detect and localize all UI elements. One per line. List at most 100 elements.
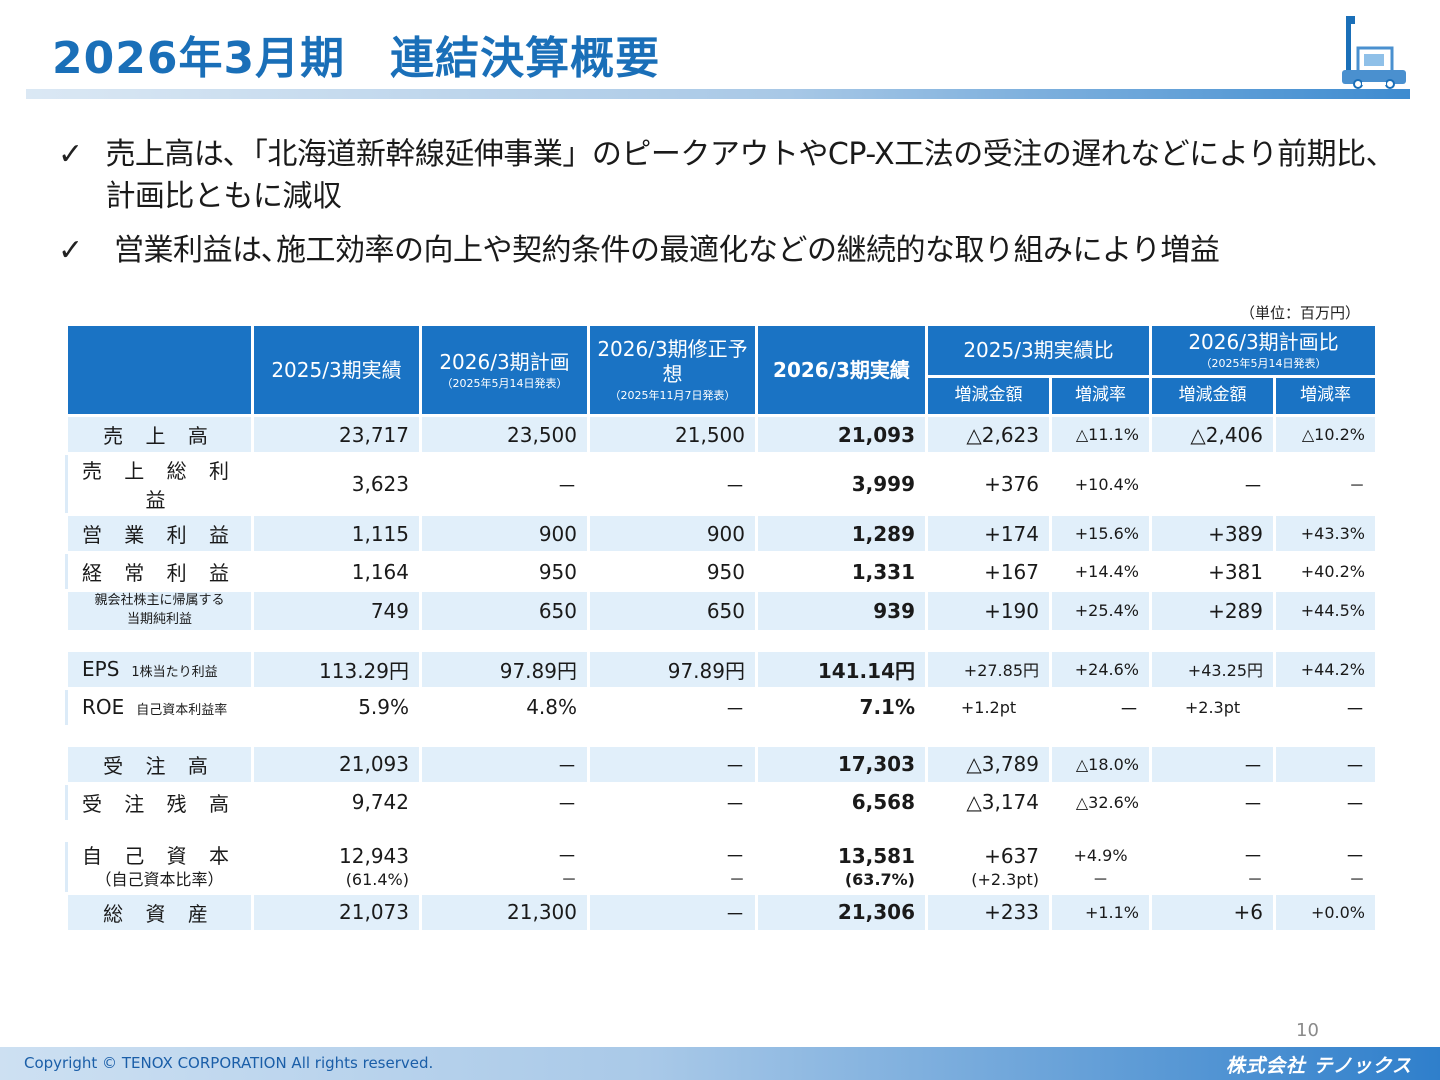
header-revised: 2026/3期修正予想 （2025年11月7日発表） — [587, 323, 758, 417]
cell-actual: 13,581 (63.7%) — [755, 838, 928, 895]
footer-bar: Copyright © TENOX CORPORATION All rights… — [0, 1047, 1440, 1080]
title-underline — [26, 89, 1410, 99]
cell-diff-prev: +174 — [925, 513, 1052, 554]
cell-plan: 950 — [419, 551, 590, 592]
cell-diff-plan: －－ — [1149, 838, 1276, 895]
table-row-ordinary-profit: 経 常 利 益 1,164 950 950 1,331 +167 +14.4% … — [65, 551, 1378, 592]
cell-revised: 97.89円 — [587, 648, 758, 690]
spacer-cell — [66, 821, 1377, 841]
cell-diff-prev: +167 — [925, 551, 1052, 592]
cell-plan: 21,300 — [419, 891, 590, 933]
cell-diff-prev: +27.85円 — [925, 648, 1052, 690]
cell-rate-prev: +10.4% — [1049, 452, 1152, 516]
cell-rate-prev: △18.0% — [1049, 743, 1152, 785]
cell-plan: － — [419, 743, 590, 785]
cell-value: +4.9% — [1073, 845, 1128, 865]
cell-diff-plan: +2.3pt — [1149, 686, 1276, 728]
cell-actual: 141.14円 — [755, 648, 928, 690]
page-title: 2026年3月期 連結決算概要 — [52, 33, 661, 84]
cell-rate-plan: － — [1273, 686, 1378, 728]
page-number: 10 — [1296, 1020, 1319, 1041]
bullet-item: ✓ 売上高は､「北海道新幹線延伸事業」のピークアウトやCP-X工法の受注の遅れな… — [58, 134, 1398, 218]
cell-actual: 1,331 — [755, 551, 928, 592]
cell-diff-plan: △2,406 — [1149, 414, 1276, 455]
cell-diff-plan: － — [1149, 781, 1276, 823]
summary-bullets: ✓ 売上高は､「北海道新幹線延伸事業」のピークアウトやCP-X工法の受注の遅れな… — [58, 134, 1398, 284]
table-row-sales: 売 上 高 23,717 23,500 21,500 21,093 △2,623… — [65, 414, 1378, 455]
row-label-main: 自 己 資 本 — [81, 843, 238, 868]
table-row-total-assets: 総 資 産 21,073 21,300 － 21,306 +233 +1.1% … — [65, 891, 1378, 933]
cell-diff-prev: △3,789 — [925, 743, 1052, 785]
cell-plan: 650 — [419, 589, 590, 633]
header-plan-label: 2026/3期計画 — [439, 349, 570, 374]
cell-rate-prev: +25.4% — [1049, 589, 1152, 633]
cell-rate-plan: －－ — [1273, 838, 1378, 895]
bullet-text: 営業利益は､施工効率の向上や契約条件の最適化などの継続的な取り組みにより増益 — [114, 233, 1220, 268]
table-row-gross-profit: 売 上 総 利 益 3,623 － － 3,999 +376 +10.4% － … — [65, 452, 1378, 516]
cell-value: 12,943 — [339, 843, 409, 868]
header-actual: 2026/3期実績 — [755, 323, 928, 417]
cell-plan: 97.89円 — [419, 648, 590, 690]
table-row-equity: 自 己 資 本（自己資本比率） 12,943 (61.4%) －－ －－ 13,5… — [65, 838, 1378, 895]
spacer-cell — [66, 726, 1377, 746]
cell-rate-prev: +24.6% — [1049, 648, 1152, 690]
cell-revised: － — [587, 891, 758, 933]
cell-rate-plan: △10.2% — [1273, 414, 1378, 455]
cell-plan: 900 — [419, 513, 590, 554]
table-row-order-backlog: 受 注 残 高 9,742 － － 6,568 △3,174 △32.6% － … — [65, 781, 1378, 823]
cell-plan: － — [419, 781, 590, 823]
row-label-line: 親会社株主に帰属する — [94, 593, 225, 608]
cell-rate-prev: +14.4% — [1049, 551, 1152, 592]
cell-diff-prev: +637 (+2.3pt) — [925, 838, 1052, 895]
header-diff-amount: 増減金額 — [1149, 375, 1276, 417]
cell-plan: 23,500 — [419, 414, 590, 455]
header-vs-plan-label: 2026/3期計画比 — [1188, 330, 1339, 355]
cell-prev: 5.9% — [251, 686, 422, 728]
cell-rate-prev: － — [1049, 686, 1152, 728]
cell-sub-value: － — [560, 869, 577, 889]
cell-diff-prev: △3,174 — [925, 781, 1052, 823]
cell-diff-plan: － — [1149, 743, 1276, 785]
cell-sub-value: － — [1092, 869, 1109, 889]
cell-sub-value: (63.7%) — [844, 869, 915, 889]
cell-plan: － — [419, 452, 590, 516]
cell-prev: 3,623 — [251, 452, 422, 516]
cell-revised: － — [587, 781, 758, 823]
cell-plan: 4.8% — [419, 686, 590, 728]
row-label-main: ROE — [82, 695, 125, 720]
cell-rate-prev: +4.9% － — [1049, 838, 1152, 895]
cell-rate-plan: +0.0% — [1273, 891, 1378, 933]
copyright-text: Copyright © TENOX CORPORATION All rights… — [24, 1054, 434, 1072]
cell-actual: 7.1% — [755, 686, 928, 728]
spacer-cell — [66, 631, 1377, 651]
table-row-roe: ROE 自己資本利益率 5.9% 4.8% － 7.1% +1.2pt － +2.… — [65, 686, 1378, 728]
row-label: 受 注 高 — [65, 743, 254, 785]
cell-prev: 23,717 — [251, 414, 422, 455]
bullet-text: 売上高は､「北海道新幹線延伸事業」のピークアウトやCP-X工法の受注の遅れなどに… — [105, 137, 1396, 214]
cell-rate-plan: － — [1273, 781, 1378, 823]
cell-value: － — [557, 843, 577, 868]
financial-summary-table: 2025/3期実績 2026/3期計画 （2025年5月14日発表） 2026/3… — [65, 323, 1378, 933]
cell-sub-value: － — [1348, 869, 1365, 889]
header-diff-rate: 増減率 — [1273, 375, 1378, 417]
cell-prev: 21,093 — [251, 743, 422, 785]
cell-rate-prev: +1.1% — [1049, 891, 1152, 933]
cell-prev: 749 — [251, 589, 422, 633]
cell-diff-plan: +389 — [1149, 513, 1276, 554]
cell-diff-prev: +190 — [925, 589, 1052, 633]
cell-sub-value: (+2.3pt) — [971, 869, 1039, 889]
cell-rate-plan: +44.5% — [1273, 589, 1378, 633]
row-label: 営 業 利 益 — [65, 513, 254, 554]
cell-actual: 6,568 — [755, 781, 928, 823]
cell-rate-plan: +43.3% — [1273, 513, 1378, 554]
cell-diff-plan: +381 — [1149, 551, 1276, 592]
cell-rate-prev: △11.1% — [1049, 414, 1152, 455]
row-label: 受 注 残 高 — [65, 781, 254, 823]
cell-revised: 900 — [587, 513, 758, 554]
cell-diff-prev: △2,623 — [925, 414, 1052, 455]
cell-rate-plan: +40.2% — [1273, 551, 1378, 592]
table-row-operating-profit: 営 業 利 益 1,115 900 900 1,289 +174 +15.6% … — [65, 513, 1378, 554]
row-label-sub: 1株当たり利益 — [131, 665, 218, 681]
cell-actual: 21,093 — [755, 414, 928, 455]
cell-revised: － — [587, 452, 758, 516]
